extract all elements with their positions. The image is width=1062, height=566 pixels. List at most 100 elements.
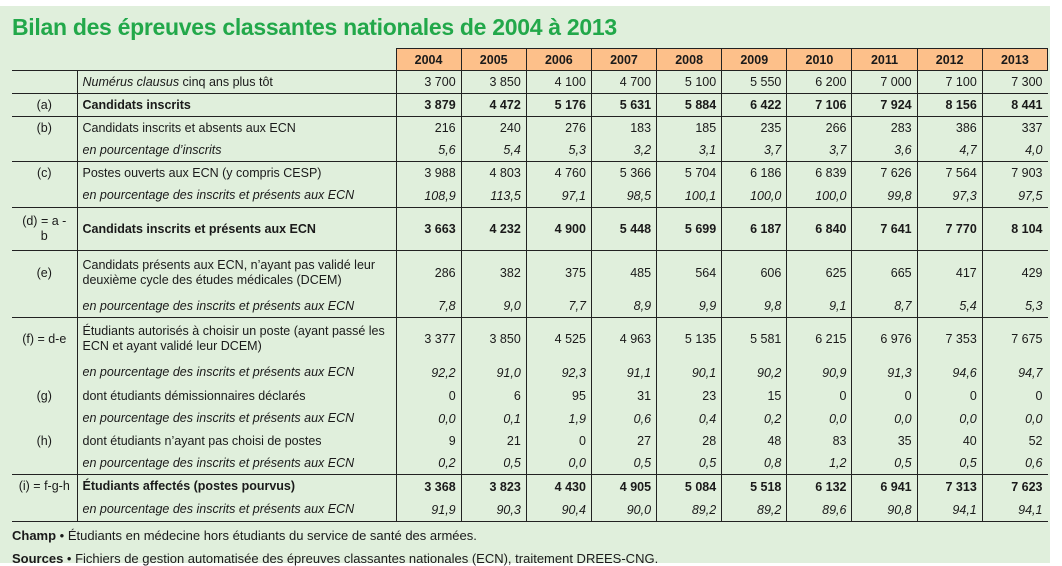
cell-2009: 5 550 xyxy=(721,70,788,94)
cell-2004: 216 xyxy=(396,116,462,140)
cell-2005: 9,0 xyxy=(461,295,527,318)
cell-2012: 97,3 xyxy=(917,184,983,208)
cell-2011: 6 941 xyxy=(851,474,918,499)
cell-2010: 3,7 xyxy=(786,139,853,162)
row-description: Étudiants affectés (postes pourvus) xyxy=(77,474,397,499)
row-description: en pourcentage d’inscrits xyxy=(77,139,397,162)
cell-2013: 0 xyxy=(1035,389,1043,403)
cell-2011: 6 976 xyxy=(851,317,918,361)
cell-2007: 4 700 xyxy=(591,70,658,94)
cell-2005: 113,5 xyxy=(461,184,527,208)
cell-2010: 625 xyxy=(786,250,853,296)
cell-2010: 6 132 xyxy=(786,474,853,499)
cell-2006: 0 xyxy=(526,429,592,453)
scope-text: • Étudiants en médecine hors étudiants d… xyxy=(56,528,477,543)
cell-2010: 7 106 xyxy=(786,93,853,117)
table-row: en pourcentage des inscrits et présents … xyxy=(12,407,1048,430)
cell-2005: 21 xyxy=(461,429,527,453)
table-row: en pourcentage des inscrits et présents … xyxy=(12,360,1048,385)
cell-2012: 94,1 xyxy=(917,498,983,522)
cell-2004: 3 700 xyxy=(396,70,462,94)
cell-2005: 3 850 xyxy=(461,317,527,361)
cell-2011: 0,5 xyxy=(851,452,918,475)
cell-2006: 276 xyxy=(526,116,592,140)
cell-2011: 91,3 xyxy=(851,360,918,385)
header-row: 2004 2005 2006 2007 2008 2009 2010 2011 2012 2013 xyxy=(12,48,1049,71)
cell-2009: 9,8 xyxy=(721,295,788,318)
cell-2004: 7,8 xyxy=(396,295,462,318)
cell-2009: 6 187 xyxy=(721,207,788,251)
cell-2007: 5 448 xyxy=(591,207,658,251)
sources-note: Sources • Fichiers de gestion automatisé… xyxy=(12,551,658,566)
cell-2011: 283 xyxy=(851,116,918,140)
cell-2004: 0 xyxy=(396,384,462,408)
cell-2008: 5 100 xyxy=(656,70,723,94)
table-row: (d) = a - b Candidats inscrits et présent… xyxy=(12,207,1048,251)
cell-2012: 40 xyxy=(917,429,983,453)
cell-2013: 7 300 xyxy=(982,70,1048,94)
page-title: Bilan des épreuves classantes nationales… xyxy=(12,14,617,40)
scope-label: Champ xyxy=(12,528,57,543)
row-label: (g) xyxy=(12,384,78,408)
cell-2005: 90,3 xyxy=(461,498,527,522)
row-description: Candidats inscrits et présents aux ECN xyxy=(77,207,397,251)
cell-2009: 6 422 xyxy=(721,93,788,117)
cell-2011: 99,8 xyxy=(851,184,918,208)
cell-2004: 9 xyxy=(396,429,462,453)
table-row: (h) dont étudiants n’ayant pas choisi de … xyxy=(12,429,1048,453)
cell-2004: 3 377 xyxy=(396,317,462,361)
cell-2005: 0,1 xyxy=(461,407,527,430)
figure-panel: Bilan des épreuves classantes nationales… xyxy=(0,6,1050,566)
year-header: 2013 xyxy=(981,48,1049,71)
cell-2012: 0,0 xyxy=(917,407,983,430)
scope-note: Champ • Étudiants en médecine hors étudi… xyxy=(12,528,477,543)
cell-2004: 0,2 xyxy=(396,452,462,475)
cell-2012: 7 100 xyxy=(917,70,983,94)
table-row: (f) = d-e Étudiants autorisés à choisir u… xyxy=(12,317,1048,361)
cell-2012: 7 564 xyxy=(917,161,983,185)
cell-2011: 7 641 xyxy=(851,207,918,251)
cell-2009: 606 xyxy=(721,250,788,296)
year-header: 2007 xyxy=(590,48,658,71)
cell-2004: 3 988 xyxy=(396,161,462,185)
cell-2008: 5 884 xyxy=(656,93,723,117)
row-label xyxy=(12,184,78,208)
table-row: en pourcentage d’inscrits 5,6 5,4 5,3 3,2 3,1… xyxy=(12,139,1048,162)
cell-2005: 4 472 xyxy=(461,93,527,117)
cell-2012: 386 xyxy=(917,116,983,140)
cell-2010: 0,0 xyxy=(786,407,853,430)
cell-2006: 97,1 xyxy=(526,184,592,208)
table-row: (g) dont étudiants démissionnaires déclar… xyxy=(12,384,1048,408)
cell-2013: 52 xyxy=(1028,434,1043,448)
cell-2011: 7 924 xyxy=(851,93,918,117)
cell-2013: 0,0 xyxy=(1025,411,1043,426)
row-label: (a) xyxy=(12,93,78,117)
cell-2012: 5,4 xyxy=(917,295,983,318)
cell-2006: 5,3 xyxy=(526,139,592,162)
row-label: (e) xyxy=(12,250,78,296)
row-label: (c) xyxy=(12,161,78,185)
cell-2009: 6 186 xyxy=(721,161,788,185)
cell-2004: 286 xyxy=(396,250,462,296)
cell-2007: 98,5 xyxy=(591,184,658,208)
cell-2007: 31 xyxy=(591,384,658,408)
row-description: en pourcentage des inscrits et présents … xyxy=(77,452,397,475)
cell-2008: 185 xyxy=(656,116,723,140)
cell-2010: 83 xyxy=(786,429,853,453)
cell-2008: 0,5 xyxy=(656,452,723,475)
cell-2008: 3,1 xyxy=(656,139,723,162)
cell-2011: 35 xyxy=(851,429,918,453)
year-header: 2006 xyxy=(525,48,592,71)
row-description: dont étudiants démissionnaires déclarés xyxy=(77,384,397,408)
cell-2010: 266 xyxy=(786,116,853,140)
cell-2008: 0,4 xyxy=(656,407,723,430)
cell-2010: 9,1 xyxy=(786,295,853,318)
cell-2013: 7 903 xyxy=(982,161,1048,185)
cell-2005: 382 xyxy=(461,250,527,296)
cell-2013: 7 623 xyxy=(982,474,1048,499)
row-label xyxy=(12,407,78,430)
cell-2007: 0,6 xyxy=(591,407,658,430)
cell-2009: 90,2 xyxy=(721,360,788,385)
table-row: en pourcentage des inscrits et présents … xyxy=(12,184,1048,208)
cell-2009: 15 xyxy=(721,384,788,408)
